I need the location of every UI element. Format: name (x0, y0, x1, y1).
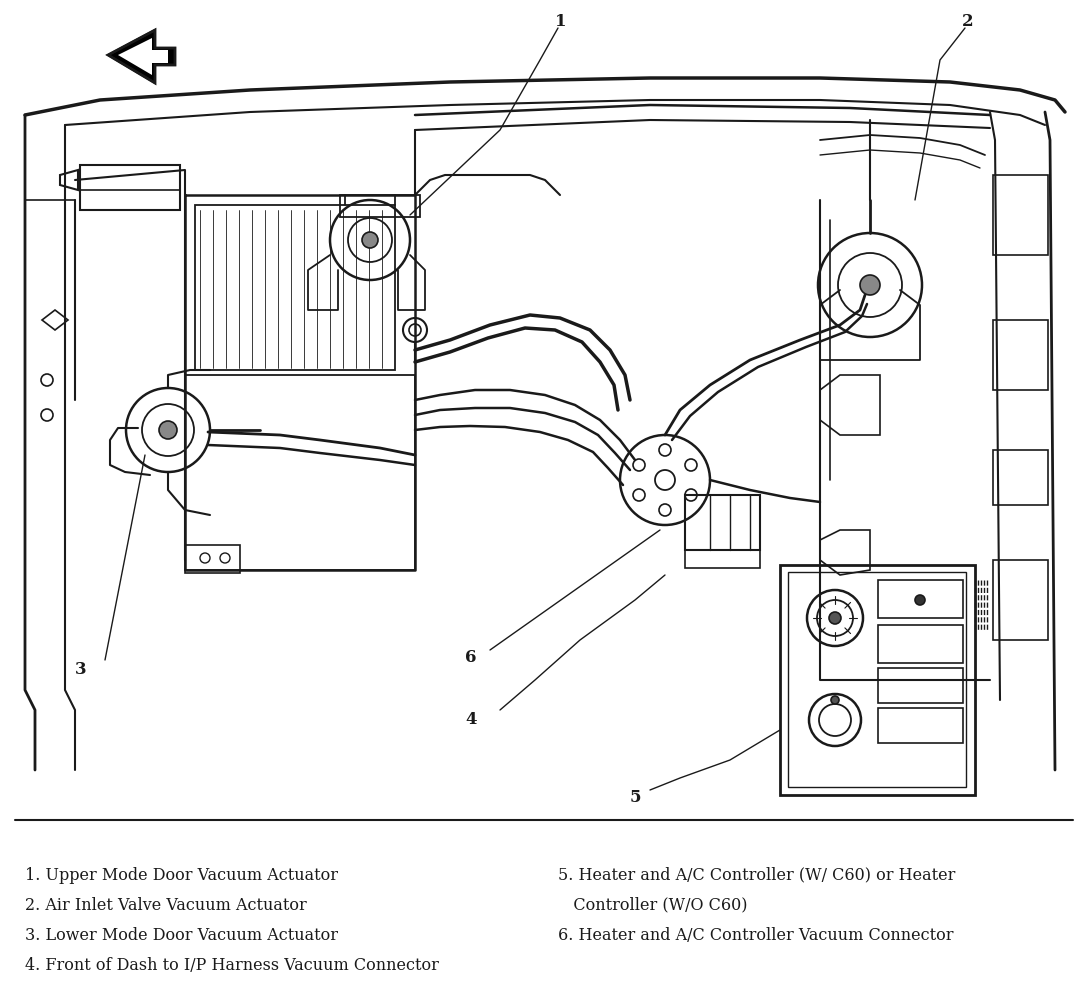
Text: 3: 3 (75, 661, 87, 679)
Bar (878, 668, 963, 703)
Bar (81, 165, 180, 190)
Bar (878, 625, 963, 663)
Bar (195, 205, 395, 370)
Bar (878, 580, 963, 618)
Text: 1. Upper Mode Door Vacuum Actuator: 1. Upper Mode Door Vacuum Actuator (25, 867, 338, 884)
Circle shape (829, 612, 841, 624)
Bar (685, 495, 761, 550)
Circle shape (915, 595, 925, 605)
Bar (339, 195, 420, 217)
Text: 6: 6 (465, 649, 477, 667)
Bar (993, 175, 1048, 255)
Text: 1: 1 (555, 14, 567, 31)
Bar (185, 545, 240, 573)
Text: 4. Front of Dash to I/P Harness Vacuum Connector: 4. Front of Dash to I/P Harness Vacuum C… (25, 956, 438, 973)
Circle shape (831, 696, 839, 704)
Bar (685, 550, 761, 568)
Text: 3. Lower Mode Door Vacuum Actuator: 3. Lower Mode Door Vacuum Actuator (25, 926, 338, 943)
Text: 2. Air Inlet Valve Vacuum Actuator: 2. Air Inlet Valve Vacuum Actuator (25, 897, 307, 913)
Text: 5: 5 (630, 789, 642, 806)
Circle shape (362, 232, 378, 248)
Bar (993, 450, 1048, 505)
Polygon shape (108, 30, 175, 83)
Bar (81, 165, 180, 210)
Bar (993, 320, 1048, 390)
Bar (788, 572, 966, 787)
Polygon shape (118, 38, 168, 75)
Text: Controller (W/O C60): Controller (W/O C60) (558, 897, 747, 913)
Text: 6. Heater and A/C Controller Vacuum Connector: 6. Heater and A/C Controller Vacuum Conn… (558, 926, 953, 943)
Circle shape (159, 421, 177, 439)
Bar (993, 560, 1048, 640)
Bar (878, 708, 963, 743)
Text: 2: 2 (962, 14, 974, 31)
Text: 5. Heater and A/C Controller (W/ C60) or Heater: 5. Heater and A/C Controller (W/ C60) or… (558, 867, 955, 884)
Circle shape (860, 275, 880, 295)
Bar (780, 565, 975, 795)
Text: 4: 4 (465, 712, 477, 729)
